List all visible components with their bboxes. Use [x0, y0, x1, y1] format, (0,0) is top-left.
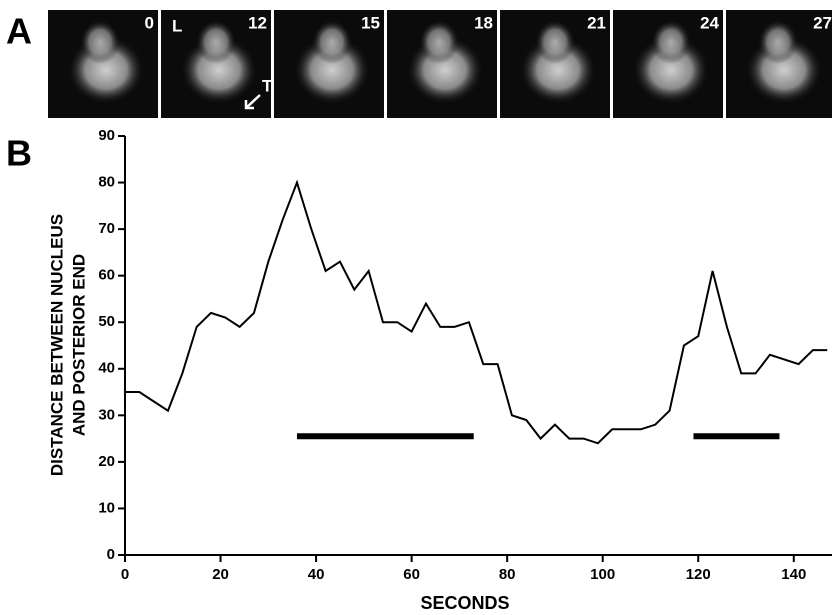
cell [312, 20, 352, 64]
annotation: T [262, 76, 273, 95]
y-tick-label: 20 [98, 453, 115, 470]
cell [294, 36, 370, 104]
annotation: L [172, 16, 182, 35]
y-tick-label: 40 [98, 360, 115, 377]
cell [535, 20, 575, 64]
x-tick-label: 80 [499, 566, 516, 583]
cell [758, 20, 798, 64]
cell [80, 20, 120, 64]
arrow [244, 94, 261, 110]
y-tick-label: 60 [98, 267, 115, 284]
frame-label: 12 [248, 13, 267, 32]
x-axis-title: SECONDS [420, 593, 509, 613]
frame-label: 27 [813, 13, 832, 32]
panel-label: A [6, 11, 32, 52]
y-tick-label: 10 [98, 499, 115, 516]
frame-label: 18 [474, 13, 493, 32]
cell [196, 20, 236, 64]
y-tick-label: 0 [107, 546, 115, 563]
x-tick-label: 0 [121, 566, 129, 583]
y-axis-title: DISTANCE BETWEEN NUCLEUS [47, 214, 66, 476]
x-tick-label: 140 [781, 566, 806, 583]
x-tick-label: 120 [686, 566, 711, 583]
x-tick-label: 100 [590, 566, 615, 583]
y-tick-label: 30 [98, 406, 115, 423]
frame-label: 0 [145, 13, 154, 32]
y-tick-label: 80 [98, 174, 115, 191]
frame-label: 15 [361, 13, 380, 32]
frame-label: 21 [587, 13, 606, 32]
frame-label: 24 [700, 13, 719, 32]
image-strip [48, 10, 832, 118]
y-tick-label: 50 [98, 313, 115, 330]
x-tick-label: 20 [212, 566, 229, 583]
y-tick-label: 70 [98, 220, 115, 237]
x-tick-label: 60 [403, 566, 420, 583]
cell [419, 20, 459, 64]
cell [651, 20, 691, 64]
data-line [125, 179, 828, 445]
cell [633, 36, 709, 104]
panel-label: B [6, 133, 32, 174]
x-tick-label: 40 [308, 566, 325, 583]
y-tick-label: 90 [98, 127, 115, 144]
y-axis-title: AND POSTERIOR END [69, 254, 88, 436]
